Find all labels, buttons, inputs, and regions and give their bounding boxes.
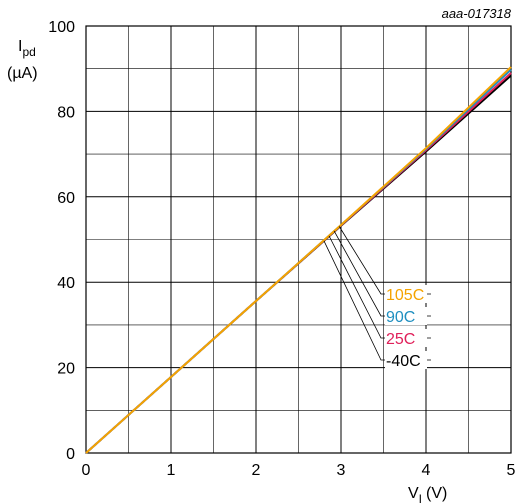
x-tick-label: 3 [337, 462, 346, 479]
series-lines [85, 66, 512, 454]
x-tick-label: 2 [252, 462, 261, 479]
x-tick-label: 4 [422, 462, 431, 479]
legend-label: -40C [386, 353, 421, 370]
x-tick-label: 5 [507, 462, 516, 479]
y-tick-label: 60 [57, 190, 75, 207]
y-tick-label: 40 [57, 275, 75, 292]
y-tick-label: 20 [57, 361, 75, 378]
series-line [85, 66, 512, 454]
y-tick-label: 80 [57, 104, 75, 121]
legend-label: 25C [386, 331, 415, 348]
y-tick-label: 100 [48, 19, 75, 36]
plot-frame [85, 25, 512, 454]
x-tick-label: 1 [167, 462, 176, 479]
chart-watermark: aaa-017318 [442, 6, 512, 21]
x-axis-title: VI (V) [408, 485, 447, 504]
x-axis-ticks: 0 1 2 3 4 5 [82, 462, 516, 479]
legend-label-bg [385, 285, 427, 303]
legend-label-bg [385, 307, 427, 325]
y-axis-title: Ipd [18, 38, 36, 59]
legend-label-bg [385, 351, 427, 369]
x-tick-label: 0 [82, 462, 91, 479]
legend-label: 105C [386, 287, 424, 304]
legend-label: 90C [386, 309, 415, 326]
y-tick-label: 0 [66, 446, 75, 463]
y-axis-unit: (µA) [7, 65, 38, 82]
grid [85, 25, 512, 454]
legend-label-bg [385, 329, 427, 347]
legend: 105C 90C 25C -40C [385, 285, 427, 370]
y-axis-ticks: 0 20 40 60 80 100 [48, 19, 75, 463]
